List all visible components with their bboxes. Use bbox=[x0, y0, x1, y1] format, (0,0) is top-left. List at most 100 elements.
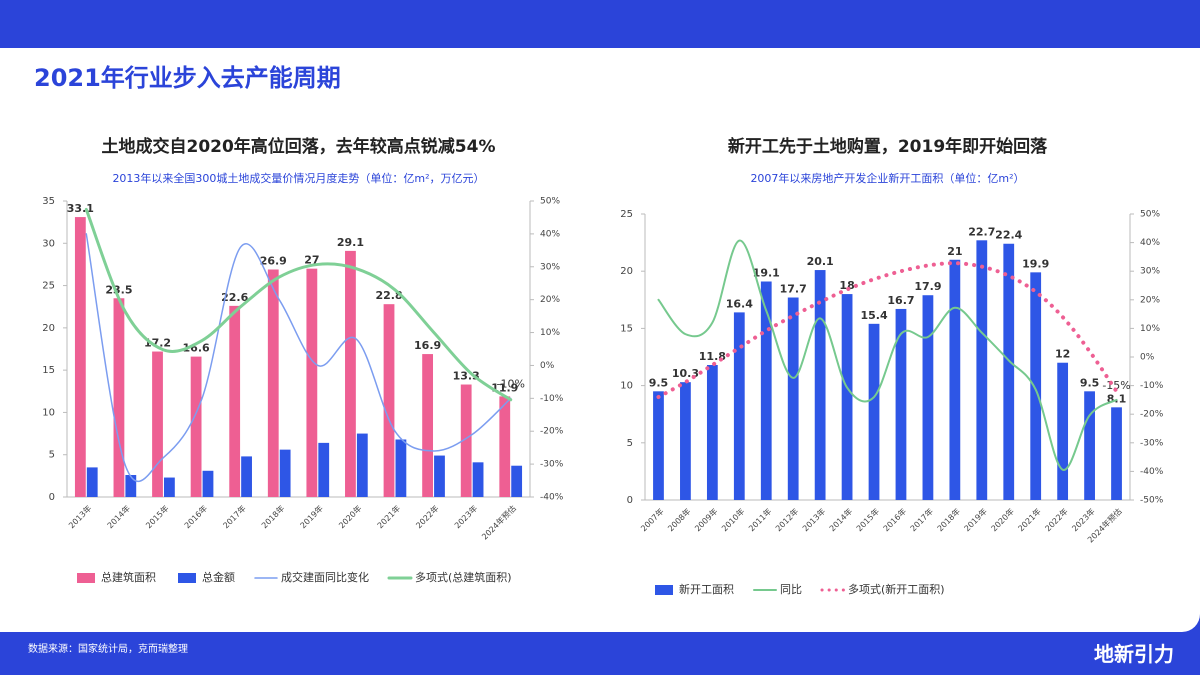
bar bbox=[356, 433, 368, 497]
bar bbox=[241, 456, 252, 497]
y2-tick-label: -10% bbox=[540, 394, 564, 404]
data-label: 17.7 bbox=[780, 283, 807, 296]
bar bbox=[653, 391, 664, 500]
line bbox=[657, 239, 1118, 471]
data-label: 19.1 bbox=[753, 266, 780, 279]
x-tick-label: 2017年 bbox=[221, 503, 248, 530]
y2-tick-label: 20% bbox=[1140, 295, 1160, 305]
x-tick-label: 2015年 bbox=[854, 506, 881, 533]
legend-label: 多项式(总建筑面积) bbox=[415, 570, 512, 584]
y2-tick-label: -10% bbox=[1140, 381, 1164, 391]
x-tick-label: 2019年 bbox=[962, 506, 989, 533]
legend-label: 多项式(新开工面积) bbox=[848, 582, 945, 596]
data-label: 13.3 bbox=[453, 370, 480, 383]
bar bbox=[895, 308, 907, 500]
data-label: 17.2 bbox=[144, 337, 171, 350]
x-tick-label: 2019年 bbox=[298, 503, 325, 530]
legend-swatch bbox=[655, 585, 673, 595]
y-tick-label: 15 bbox=[620, 323, 633, 334]
bar bbox=[383, 304, 395, 497]
data-label: 12 bbox=[1055, 348, 1070, 361]
data-label: 16.6 bbox=[183, 342, 210, 355]
data-label: 20.1 bbox=[807, 255, 834, 268]
bar bbox=[267, 269, 279, 497]
bar bbox=[706, 365, 718, 500]
y-tick-label: 20 bbox=[42, 323, 55, 334]
bar bbox=[152, 351, 163, 497]
chart-title: 新开工先于土地购置，2019年即开始回落 bbox=[728, 136, 1048, 157]
legend-swatch bbox=[178, 573, 196, 583]
bar bbox=[976, 240, 988, 500]
bar bbox=[1084, 391, 1095, 500]
y2-tick-label: -30% bbox=[540, 460, 564, 470]
bar bbox=[125, 475, 137, 497]
y2-tick-label: 30% bbox=[1140, 267, 1160, 277]
x-tick-label: 2016年 bbox=[881, 506, 908, 533]
data-label: 29.1 bbox=[337, 236, 364, 249]
y2-tick-label: -40% bbox=[540, 493, 564, 503]
legend-label: 同比 bbox=[780, 583, 802, 596]
line bbox=[84, 207, 513, 402]
x-tick-label: 2017年 bbox=[908, 506, 935, 533]
bar bbox=[1003, 243, 1015, 500]
legend-label: 新开工面积 bbox=[679, 582, 734, 596]
bar bbox=[680, 382, 691, 500]
data-label: 17.9 bbox=[914, 280, 941, 293]
x-tick-label: 2011年 bbox=[746, 506, 773, 533]
data-label: 15.4 bbox=[860, 309, 887, 322]
bar bbox=[202, 470, 214, 497]
y2-tick-label: -40% bbox=[1140, 467, 1164, 477]
x-tick-label: 2016年 bbox=[182, 503, 209, 530]
brand: 地新引力 bbox=[1094, 642, 1174, 666]
bar bbox=[1057, 362, 1069, 500]
chart-title: 土地成交自2020年高位回落，去年较高点锐减54% bbox=[101, 136, 495, 157]
legend-swatch bbox=[77, 573, 95, 583]
line bbox=[85, 233, 512, 482]
y2-tick-label: 10% bbox=[1140, 324, 1160, 334]
chart-subtitle: 2013年以来全国300城土地成交量价情况月度走势（单位：亿m²，万亿元） bbox=[112, 171, 484, 185]
slide-title: 2021年行业步入去产能周期 bbox=[34, 64, 341, 92]
y2-tick-label: 0% bbox=[1140, 353, 1155, 363]
bar bbox=[922, 295, 934, 500]
x-tick-label: 2023年 bbox=[452, 503, 479, 530]
source: 数据来源：国家统计局，克而瑞整理 bbox=[28, 644, 188, 655]
y-tick-label: 15 bbox=[42, 365, 55, 376]
y2-tick-label: -20% bbox=[540, 427, 564, 437]
bar bbox=[1111, 407, 1122, 500]
bar bbox=[395, 439, 407, 497]
x-tick-label: 2021年 bbox=[1016, 506, 1043, 533]
data-label: 22.4 bbox=[995, 229, 1022, 242]
bar bbox=[422, 354, 434, 497]
y-tick-label: 5 bbox=[49, 450, 55, 461]
y2-tick-label: 0% bbox=[540, 361, 555, 371]
data-label: 21 bbox=[947, 245, 962, 258]
bar bbox=[74, 217, 86, 497]
legend-label: 总建筑面积 bbox=[101, 570, 156, 584]
y2-tick-label: 40% bbox=[1140, 238, 1160, 248]
bar bbox=[472, 462, 484, 497]
data-label: 16.7 bbox=[887, 294, 914, 307]
y-tick-label: 25 bbox=[42, 281, 55, 292]
y2-tick-label: 30% bbox=[540, 262, 560, 272]
data-label: 18 bbox=[839, 279, 854, 292]
x-tick-label: 2015年 bbox=[144, 503, 171, 530]
chart-subtitle: 2007年以来房地产开发企业新开工面积（单位：亿m²） bbox=[750, 171, 1024, 185]
bar bbox=[86, 467, 98, 497]
y2-tick-label: -50% bbox=[1140, 496, 1164, 506]
data-label: 22.6 bbox=[221, 291, 248, 304]
bar bbox=[434, 455, 445, 497]
bar bbox=[229, 305, 241, 497]
x-tick-label: 2020年 bbox=[336, 503, 363, 530]
y-tick-label: 0 bbox=[49, 492, 55, 503]
y2-tick-label: 20% bbox=[540, 295, 560, 305]
bar bbox=[306, 268, 318, 497]
bar bbox=[345, 250, 356, 497]
bar bbox=[868, 323, 880, 500]
bar bbox=[279, 449, 291, 497]
data-label: 9.5 bbox=[1080, 376, 1100, 389]
bar bbox=[760, 281, 772, 500]
y2-tick-label: 50% bbox=[1140, 210, 1160, 220]
x-tick-label: 2012年 bbox=[773, 506, 800, 533]
y2-tick-label: -30% bbox=[1140, 438, 1164, 448]
